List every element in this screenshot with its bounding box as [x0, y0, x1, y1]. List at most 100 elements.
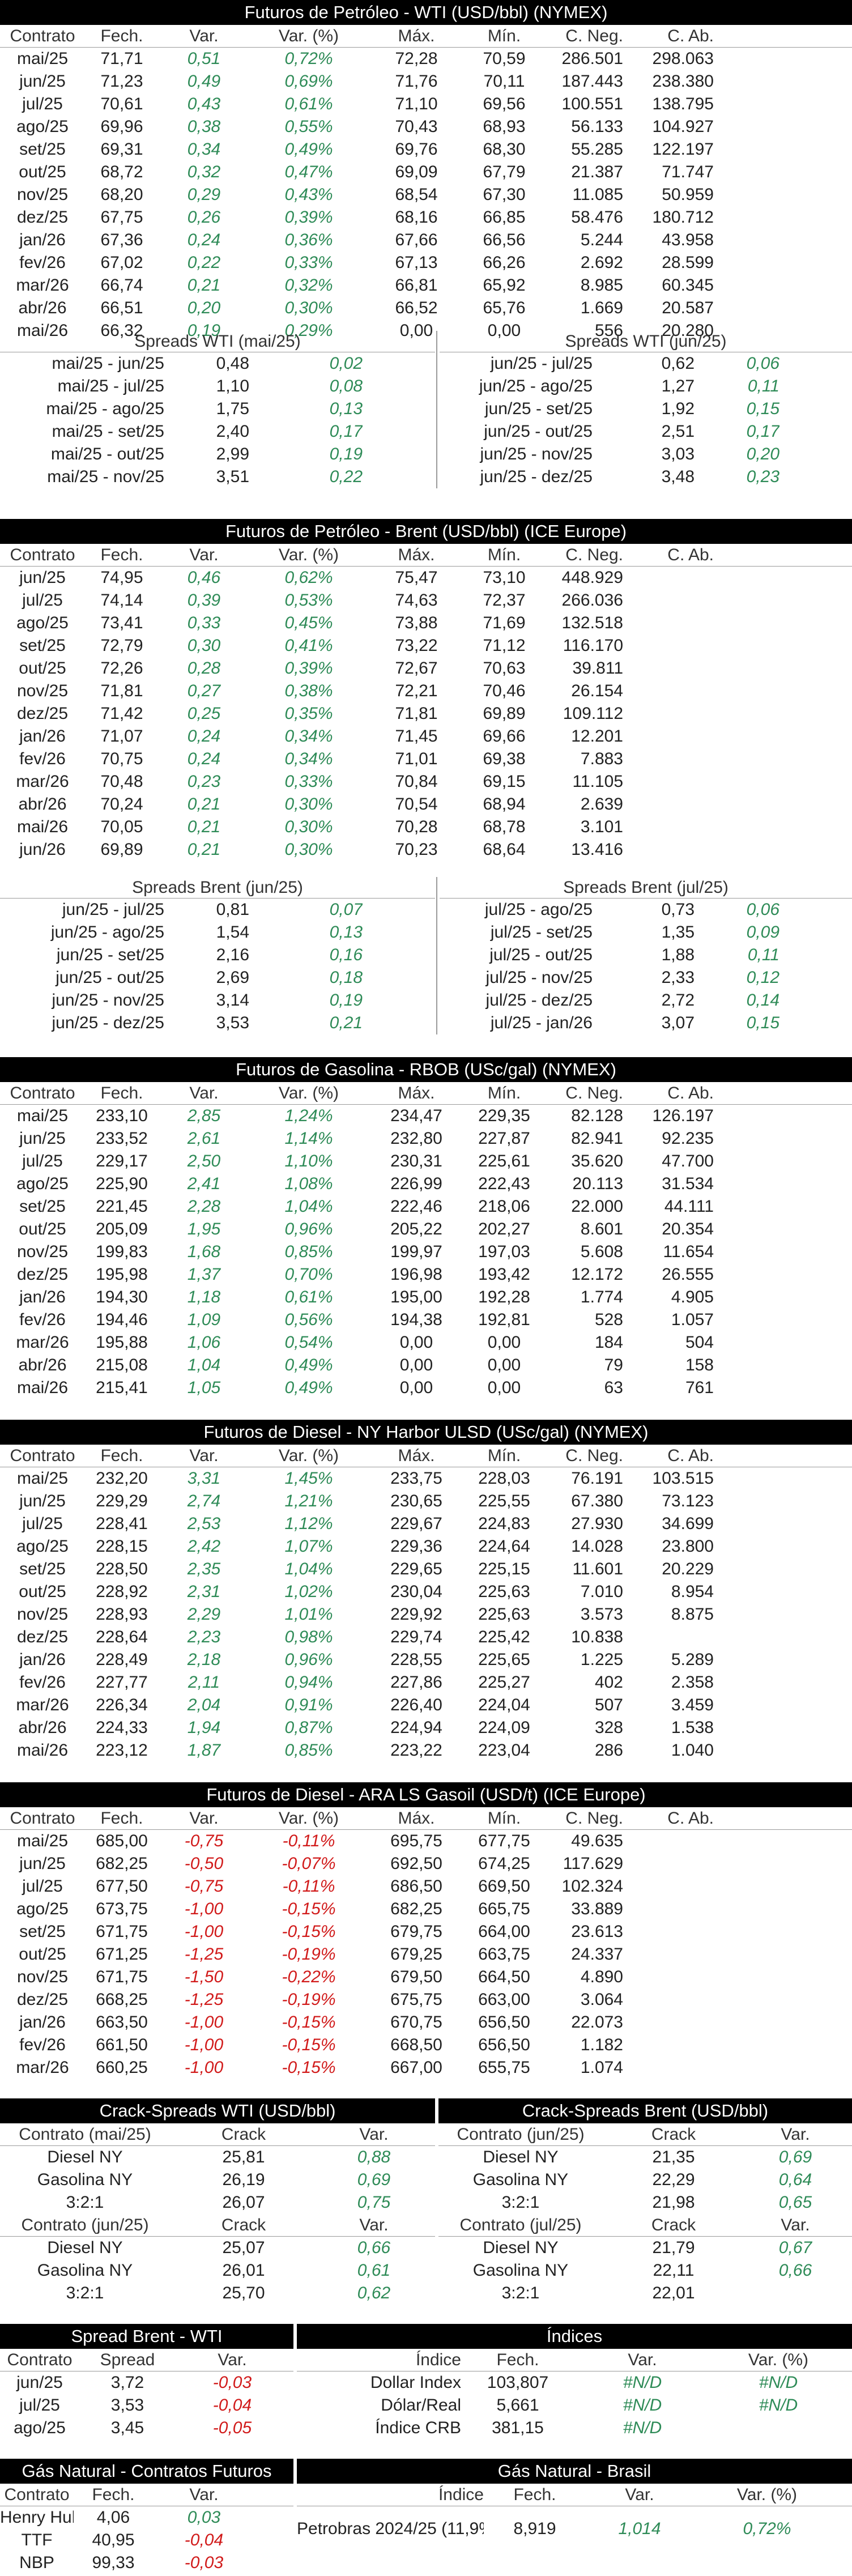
table-cell: 68,94	[483, 795, 526, 814]
table-cell: out/25	[19, 659, 66, 678]
column-header: Fech.	[100, 1446, 143, 1465]
table-row: set/25 671,75 -1,00 -0,15% 679,75 664,00 23.61…	[0, 1921, 852, 1943]
table-cell: 655,75	[478, 2058, 530, 2077]
table-cell: 192,28	[478, 1288, 530, 1306]
spread-label: jun/25 - out/25	[484, 422, 593, 441]
table-cell: ago/25	[16, 1900, 69, 1918]
column-divider	[436, 877, 437, 1034]
table-cell: 0,00	[487, 1378, 521, 1397]
table-cell: -0,11%	[282, 1832, 335, 1850]
table-cell: Gasolina NY	[472, 2261, 569, 2280]
table-cell: 686,50	[390, 1877, 442, 1896]
table-cell: 1,18	[187, 1288, 221, 1306]
column-header: Máx.	[398, 26, 435, 45]
table-cell: 0,00	[399, 1333, 433, 1352]
table-cell: -0,11%	[282, 1877, 335, 1896]
table-cell: 2,50	[187, 1152, 221, 1170]
table-cell: 11.654	[663, 1242, 714, 1261]
table-cell: dez/25	[16, 1628, 69, 1646]
table-row: dez/25 668,25 -1,25 -0,19% 675,75 663,00 3.064	[0, 1989, 852, 2011]
table-cell: 26,07	[222, 2193, 265, 2212]
table-cell: 669,50	[478, 1877, 530, 1896]
table-cell: 0,49	[187, 72, 221, 91]
table-cell: 21,98	[652, 2193, 695, 2212]
table-cell: 194,46	[96, 1310, 148, 1329]
table-cell: 0,67	[778, 2238, 812, 2257]
table-cell: 70,63	[483, 659, 526, 678]
table-cell: 4.905	[671, 1288, 714, 1306]
spread-value: 3,07	[661, 1014, 695, 1032]
table-row: dez/25 228,64 2,23 0,98% 229,74 225,42 10.838	[0, 1626, 852, 1649]
table-cell: 67,79	[483, 163, 526, 181]
table-cell: 218,06	[478, 1197, 530, 1216]
table-cell: 20.280	[662, 321, 714, 340]
table-cell: 663,00	[478, 1990, 530, 2009]
table-cell: jun/25	[19, 1129, 66, 1148]
table-cell: 0,85%	[284, 1242, 333, 1261]
table-cell: jun/25	[16, 2373, 63, 2392]
table-cell: 556	[594, 321, 623, 340]
spread-change: 0,11	[747, 377, 779, 395]
column-header: Fech.	[100, 1808, 143, 1828]
table-cell: 0,51	[187, 49, 221, 68]
column-header: Var.	[189, 1083, 219, 1102]
column-header: C. Ab.	[667, 1083, 714, 1102]
table-cell: 1.040	[671, 1741, 714, 1760]
table-cell: 665,75	[478, 1900, 530, 1918]
spread-value: 0,62	[661, 354, 695, 373]
column-header: Var.	[625, 2485, 654, 2504]
table-cell: nov/25	[16, 1242, 69, 1261]
table-cell: 65,76	[483, 299, 526, 317]
table-cell: 0,56%	[284, 1310, 333, 1329]
table-cell: 225,63	[478, 1605, 530, 1624]
table-cell: nov/25	[16, 185, 69, 204]
table-cell: 225,27	[478, 1673, 530, 1692]
table-cell: 70,05	[100, 817, 143, 836]
gasoil-futures-table: Futuros de Diesel - ARA LS Gasoil (USD/t…	[0, 1782, 852, 2079]
gasoil-title: Futuros de Diesel - ARA LS Gasoil (USD/t…	[0, 1782, 852, 1807]
table-cell: 8.875	[671, 1605, 714, 1624]
table-cell: 233,52	[96, 1129, 148, 1148]
table-cell: 0,54%	[284, 1333, 333, 1352]
table-cell: -1,00	[184, 1900, 224, 1918]
table-header-row: Contrato Fech. Var. Var. (%) Máx. Mín. C. Neg.…	[0, 1082, 852, 1105]
table-row: ago/25 69,96 0,38 0,55% 70,43 68,93 56.133 104.…	[0, 116, 852, 138]
table-cell: 224,09	[478, 1718, 530, 1737]
table-cell: 0,00	[399, 1356, 433, 1374]
table-cell: 5.289	[671, 1650, 714, 1669]
table-header-row: Índice Fech. Var. Var. (%)	[297, 2484, 852, 2506]
column-header: Contrato	[10, 545, 75, 564]
spread-change: 0,09	[746, 923, 779, 942]
indices-header: Índices	[297, 2324, 852, 2349]
table-cell: -0,03	[212, 2373, 252, 2392]
spread-label: jun/25 - jul/25	[490, 354, 593, 373]
column-header: Contrato	[10, 1083, 75, 1102]
table-row: mar/26 660,25 -1,00 -0,15% 667,00 655,75 1.074	[0, 2056, 852, 2079]
table-cell: nov/25	[16, 1968, 69, 1986]
table-cell: 126.197	[652, 1106, 714, 1125]
table-cell: 74,14	[100, 591, 143, 610]
table-cell: -1,00	[184, 2013, 224, 2032]
table-cell: 230,04	[390, 1582, 442, 1601]
table-cell: 0,62%	[284, 568, 333, 587]
table-cell: 22,29	[652, 2170, 695, 2189]
table-cell: 0,55%	[284, 117, 333, 136]
table-cell: 70,43	[395, 117, 438, 136]
table-cell: 0,49%	[284, 1378, 333, 1397]
table-cell: mar/26	[16, 1333, 69, 1352]
table-cell: fev/26	[19, 253, 66, 272]
table-cell: 226,99	[390, 1174, 442, 1193]
table-cell: 448.929	[561, 568, 623, 587]
table-cell: 1.538	[671, 1718, 714, 1737]
table-cell: 0,29	[187, 185, 221, 204]
table-cell: 196,98	[390, 1265, 442, 1284]
column-header: Var.	[218, 2350, 247, 2369]
spread-label: jul/25 - dez/25	[485, 991, 593, 1010]
table-cell: 660,25	[96, 2058, 148, 2077]
table-cell: 195,98	[96, 1265, 148, 1284]
table-cell: 69,31	[100, 140, 143, 159]
spread-value: 3,53	[216, 1014, 249, 1032]
table-cell: 670,75	[390, 2013, 442, 2032]
table-cell: 230,65	[390, 1492, 442, 1510]
table-cell: 0,49%	[284, 1356, 333, 1374]
